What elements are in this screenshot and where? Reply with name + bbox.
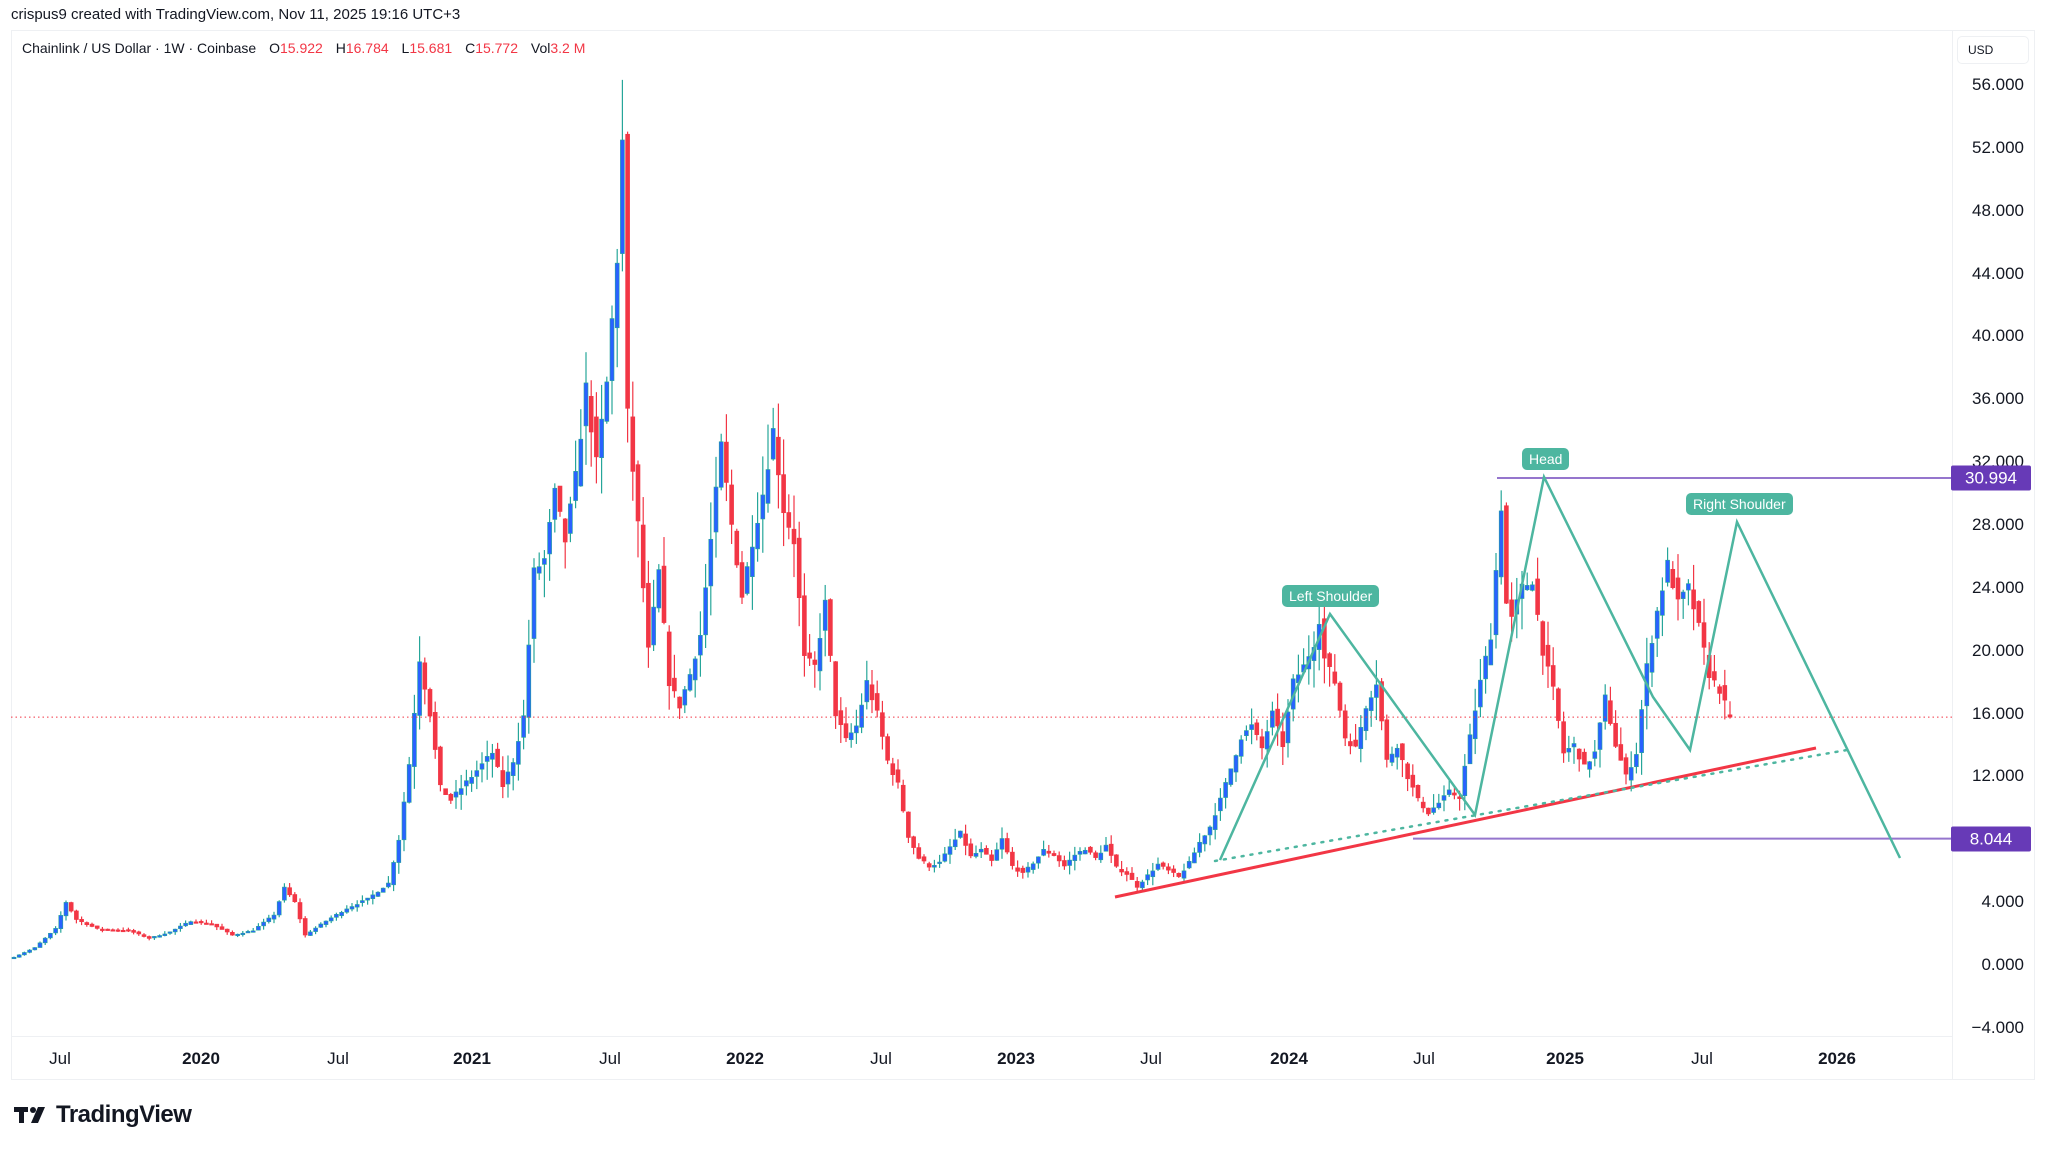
left-shoulder-label[interactable]: Left Shoulder [1282, 585, 1380, 607]
tradingview-logo-icon [14, 1107, 45, 1123]
price-tick: 12.000 [1972, 766, 2024, 786]
time-tick: Jul [599, 1049, 621, 1068]
price-axis[interactable] [1952, 30, 2035, 1080]
price-tick: 36.000 [1972, 389, 2024, 409]
price-tick: 20.000 [1972, 640, 2024, 660]
price-tick: 24.000 [1972, 577, 2024, 597]
high-value: 16.784 [345, 40, 389, 56]
chart-attribution: crispus9 created with TradingView.com, N… [11, 6, 461, 23]
time-tick: 2021 [453, 1049, 491, 1068]
time-tick: 2023 [997, 1049, 1035, 1068]
low-value: 15.681 [409, 40, 453, 56]
time-tick: 2022 [726, 1049, 764, 1068]
high-label: H [335, 40, 346, 56]
dotted-neckline[interactable] [1213, 748, 1849, 863]
time-tick: 2020 [182, 1049, 220, 1068]
currency-button[interactable]: USD [1957, 36, 2029, 64]
head-and-shoulders-pattern[interactable] [1218, 473, 1902, 861]
symbol-title[interactable]: Chainlink / US Dollar · 1W · Coinbase [22, 40, 257, 56]
candlestick-series [11, 79, 1733, 960]
time-axis[interactable] [11, 1036, 1952, 1081]
time-tick: Jul [49, 1049, 71, 1068]
price-tick: 16.000 [1972, 703, 2024, 723]
price-tick: −4.000 [1971, 1017, 2024, 1037]
time-tick: Jul [327, 1049, 349, 1068]
price-level-label: 8.044 [1951, 826, 2031, 852]
volume-label: Vol [530, 40, 551, 56]
price-tick: 28.000 [1972, 515, 2024, 534]
price-tick: 4.000 [1981, 892, 2024, 912]
tradingview-wordmark: TradingView [56, 1101, 192, 1128]
right-shoulder-label[interactable]: Right Shoulder [1686, 493, 1793, 515]
open-label: O [269, 40, 280, 56]
volume-value: 3.2 M [550, 40, 586, 56]
time-tick: Jul [1140, 1049, 1162, 1068]
close-value: 15.772 [475, 40, 519, 56]
chart-pane[interactable] [11, 30, 2035, 1080]
open-value: 15.922 [279, 40, 323, 56]
low-label: L [401, 40, 410, 56]
head-label[interactable]: Head [1522, 448, 1570, 470]
symbol-legend: Chainlink / US Dollar · 1W · Coinbase O1… [22, 40, 585, 56]
time-tick: 2026 [1818, 1049, 1856, 1068]
time-tick: 2025 [1546, 1049, 1584, 1068]
price-tick: 0.000 [1981, 955, 2024, 974]
price-tick: 52.000 [1972, 137, 2024, 157]
price-level-label: 30.994 [1951, 465, 2031, 491]
price-tick: 40.000 [1972, 326, 2024, 346]
time-tick: Jul [1413, 1049, 1435, 1068]
close-label: C [465, 40, 476, 56]
tradingview-logo[interactable]: TradingView [14, 1101, 192, 1129]
time-tick: 2024 [1270, 1049, 1308, 1068]
rising-trendline[interactable] [1114, 746, 1817, 899]
price-tick: 48.000 [1972, 200, 2024, 220]
time-tick: Jul [1691, 1049, 1713, 1068]
time-tick: Jul [870, 1049, 892, 1068]
price-tick: 56.000 [1972, 75, 2024, 95]
price-tick: 44.000 [1972, 263, 2024, 283]
